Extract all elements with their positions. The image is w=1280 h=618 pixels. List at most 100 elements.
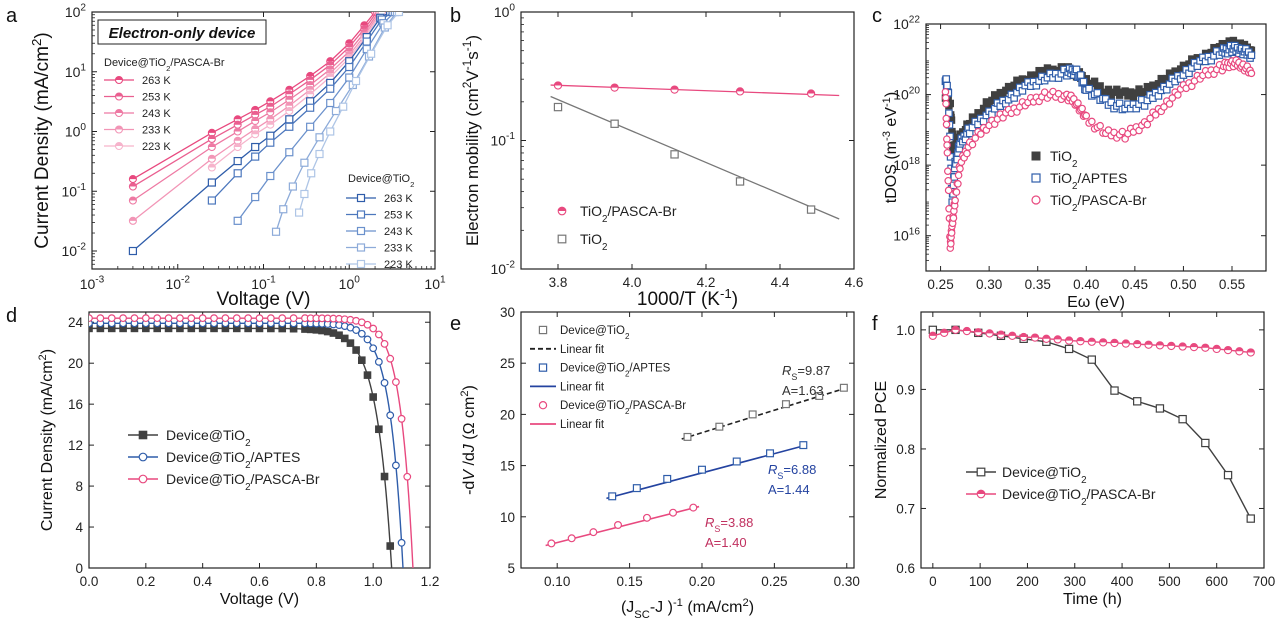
panel-label-e: e (450, 313, 461, 335)
data-point (285, 106, 294, 116)
x-tick-label-a: 10-3 (80, 275, 105, 292)
legend-swatch-marker-fill (115, 142, 123, 146)
legend-swatch-marker (1031, 151, 1041, 161)
data-point (233, 127, 242, 136)
data-point-fill (1020, 333, 1028, 338)
data-point-fill (670, 85, 679, 90)
data-point (89, 314, 93, 323)
data-point (947, 239, 955, 248)
data-point-fill (285, 107, 293, 112)
data-point (397, 414, 406, 423)
legend-title: Device@TiO2 (348, 173, 414, 189)
jv-curve-2 (89, 317, 414, 568)
data-point (307, 169, 316, 178)
data-point-fill (306, 76, 314, 80)
y-tick-label-c: 1020 (893, 85, 920, 102)
legend-swatch-marker (557, 234, 567, 244)
x-tick-label-b: 4.6 (845, 275, 864, 290)
data-point (1247, 51, 1256, 60)
data-point (207, 142, 216, 152)
y-tick-label-d: 20 (68, 356, 83, 371)
data-point-fill (611, 84, 619, 88)
data-point-fill (251, 111, 259, 115)
data-point (345, 73, 354, 82)
data-point (306, 90, 315, 99)
data-point-fill (951, 326, 960, 330)
data-point (1201, 438, 1210, 448)
data-point (288, 182, 297, 191)
data-point (266, 108, 275, 117)
data-point-fill (1235, 347, 1243, 352)
y-tick-label-a: 10-2 (61, 242, 86, 259)
data-point (386, 354, 395, 363)
data-point (392, 378, 400, 386)
x-tick-label-a: 101 (424, 275, 446, 292)
x-tick-label-e: 0.10 (544, 574, 570, 589)
data-point-fill (285, 102, 293, 106)
plot-area-a (128, 12, 404, 256)
data-point (781, 400, 790, 409)
data-point (326, 84, 335, 93)
data-point-fill (129, 183, 137, 187)
x-tick-label-e: 0.30 (834, 574, 860, 589)
plot-area-b (550, 81, 840, 220)
data-point (943, 167, 952, 175)
data-point (266, 171, 275, 181)
legend-label: Device@TiO2 (560, 325, 630, 341)
legend-label: 223 K (142, 141, 171, 153)
data-point-fill (1122, 339, 1130, 344)
data-point (128, 196, 137, 205)
data-point-fill (1179, 342, 1187, 347)
data-point (352, 346, 360, 354)
data-point (386, 411, 395, 420)
data-point (806, 89, 816, 98)
ideality-value: A=1.44 (768, 482, 810, 497)
data-point (233, 136, 242, 145)
legend-pasca: Device@TiO2/PASCA-Br 263 K 253 K 243 K 233 K… (104, 57, 225, 153)
x-tick-label-b: 3.8 (549, 275, 568, 290)
data-point (207, 154, 216, 163)
legend-swatch-marker-fill (558, 207, 566, 211)
y-axis-label-d: Current Density (mA/cm2) (37, 349, 56, 531)
legend-swatch-marker (114, 108, 124, 118)
data-point (669, 508, 678, 517)
legend-swatch-marker (356, 226, 366, 236)
data-point-fill (326, 69, 334, 74)
y-tick-label-e: 30 (500, 305, 515, 320)
data-point (358, 356, 366, 364)
legend-label: 243 K (384, 226, 413, 238)
data-point (207, 134, 216, 144)
rs-annotation-1: RS=6.88A=1.44 (768, 462, 816, 497)
data-point (1246, 348, 1255, 357)
data-point-fill (1031, 334, 1039, 338)
data-point (383, 21, 392, 30)
data-point (1201, 343, 1210, 352)
data-point-fill (345, 47, 353, 52)
legend-label: Device@TiO2 (166, 427, 251, 449)
legend-label: TiO2/PASCA-Br (580, 203, 677, 225)
data-point-fill (326, 65, 334, 70)
legend-label: TiO2/APTES (1050, 170, 1127, 192)
legend-swatch-marker (538, 363, 548, 372)
data-point (1160, 103, 1168, 111)
plot-area-e (545, 383, 848, 548)
x-tick-label-d: 0.2 (136, 574, 155, 589)
axes-frame-d (88, 311, 431, 569)
data-point (345, 62, 354, 72)
data-point-fill (285, 90, 293, 95)
x-tick-label-c: 0.50 (1170, 277, 1196, 292)
legend: Device@TiO2Device@TiO2/APTESDevice@TiO2/… (128, 427, 320, 493)
data-point (1212, 344, 1221, 354)
y-axis-label-c: tDOS (m-3 eV-1) (881, 92, 900, 203)
panel-label-b: b (450, 5, 461, 27)
legend-label: TiO2 (1050, 148, 1078, 170)
data-point (1110, 386, 1119, 395)
x-tick-label-f: 100 (969, 574, 992, 589)
data-point (403, 472, 412, 481)
data-point (1110, 338, 1119, 348)
data-point (766, 449, 775, 458)
data-point-fill (1144, 341, 1153, 345)
data-point (589, 528, 598, 537)
x-tick-label-c: 0.40 (1073, 277, 1099, 292)
data-point-fill (1008, 332, 1016, 336)
